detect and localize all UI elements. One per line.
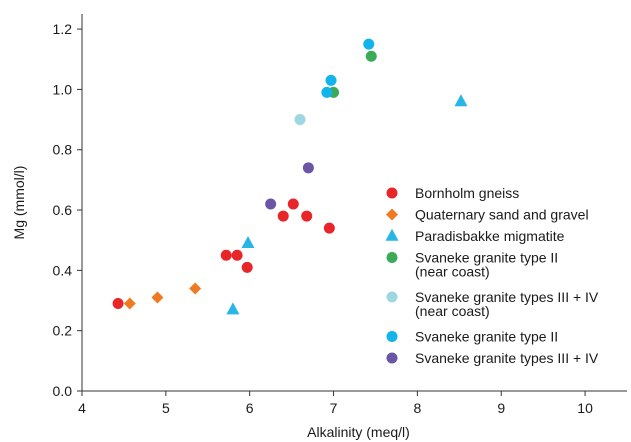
legend-label: Svaneke granite types III + IV xyxy=(415,350,599,366)
x-tick-label: 7 xyxy=(330,400,338,416)
legend-marker xyxy=(386,252,398,263)
data-point xyxy=(301,210,313,222)
legend-marker xyxy=(385,228,399,241)
data-point xyxy=(365,50,377,62)
legend-item: Svaneke granite type II xyxy=(386,329,558,345)
legend-label: Svaneke granite types III + IV xyxy=(415,289,599,305)
y-tick-label: 1.2 xyxy=(53,21,73,37)
x-ticks: 4 5 6 7 8 9 10 xyxy=(78,391,593,416)
legend-marker xyxy=(386,291,398,303)
data-point xyxy=(454,94,468,107)
data-point xyxy=(287,198,299,210)
legend-label: (near coast) xyxy=(415,303,490,319)
data-point xyxy=(112,298,124,310)
data-point xyxy=(363,38,375,50)
y-tick-label: 1.0 xyxy=(53,81,73,97)
legend-label: Bornholm gneiss xyxy=(415,185,519,201)
data-points xyxy=(112,38,468,315)
x-tick-label: 10 xyxy=(577,400,593,416)
axes xyxy=(81,14,627,392)
x-tick-label: 9 xyxy=(497,400,505,416)
legend-label: Svaneke granite type II xyxy=(415,329,558,345)
legend-item: Svaneke granite type II(near coast) xyxy=(386,250,558,280)
data-point xyxy=(241,236,255,249)
data-point xyxy=(302,162,314,174)
legend-item: Svaneke granite types III + IV xyxy=(386,350,599,366)
data-point xyxy=(294,114,306,126)
legend-label: Svaneke granite type II xyxy=(415,250,558,266)
data-point xyxy=(325,74,337,86)
legend-item: Bornholm gneiss xyxy=(386,185,519,201)
legend-label: Quaternary sand and gravel xyxy=(415,207,589,223)
y-tick-label: 0.4 xyxy=(53,262,73,278)
data-point xyxy=(231,249,243,261)
y-tick-label: 0.6 xyxy=(53,202,73,218)
legend-marker xyxy=(386,352,398,364)
data-point xyxy=(151,291,164,304)
y-tick-label: 0.0 xyxy=(53,383,73,399)
legend-marker xyxy=(386,187,398,199)
x-tick-label: 6 xyxy=(246,400,254,416)
data-point xyxy=(241,261,253,273)
x-tick-label: 5 xyxy=(162,400,170,416)
data-point xyxy=(220,249,232,261)
data-point xyxy=(265,198,277,210)
legend-item: Quaternary sand and gravel xyxy=(386,207,589,223)
y-ticks: 0.0 0.2 0.4 0.6 0.8 1.0 1.2 xyxy=(53,21,82,399)
y-tick-label: 0.8 xyxy=(53,142,73,158)
data-point xyxy=(277,210,289,222)
data-point xyxy=(321,86,333,98)
data-point xyxy=(226,302,240,315)
y-tick-label: 0.2 xyxy=(53,323,73,339)
data-point xyxy=(323,222,335,234)
legend-item: Svaneke granite types III + IV(near coas… xyxy=(386,289,599,319)
legend-marker xyxy=(386,208,398,221)
legend-label: (near coast) xyxy=(415,264,490,280)
x-tick-label: 4 xyxy=(78,400,86,416)
x-axis-title: Alkalinity (meq/l) xyxy=(307,424,410,440)
data-point xyxy=(123,297,136,310)
legend-marker xyxy=(386,331,398,342)
x-tick-label: 8 xyxy=(413,400,421,416)
data-point xyxy=(189,282,202,295)
legend-item: Paradisbakke migmatite xyxy=(385,228,565,244)
legend: Bornholm gneiss Quaternary sand and grave… xyxy=(385,185,599,366)
y-axis-title: Mg (mmol/l) xyxy=(11,166,27,240)
legend-label: Paradisbakke migmatite xyxy=(415,228,565,244)
